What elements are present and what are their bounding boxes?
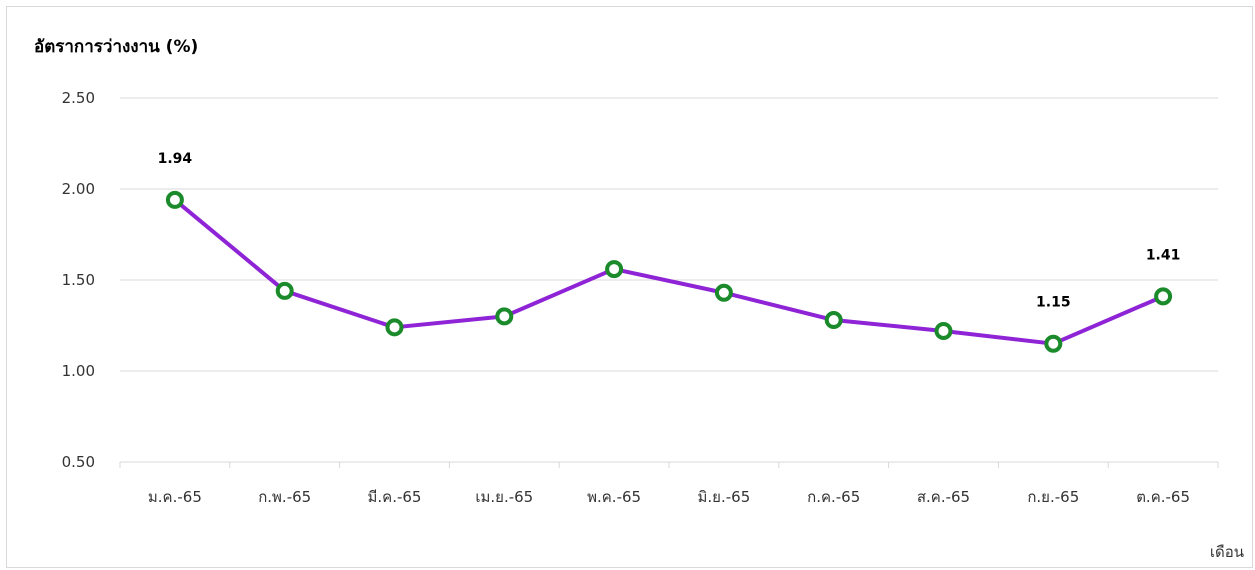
y-tick-label: 1.50 — [62, 271, 95, 289]
x-tick-label: ก.ย.-65 — [1027, 488, 1079, 506]
x-tick-label: มี.ค.-65 — [368, 488, 422, 506]
series-line — [172, 197, 1166, 346]
x-tick-label: ต.ค.-65 — [1136, 488, 1190, 506]
data-markers — [165, 190, 1173, 353]
chart-frame — [6, 6, 1253, 568]
data-label: 1.41 — [1146, 247, 1181, 263]
data-point — [714, 283, 733, 302]
x-tick-labels: ม.ค.-65 ก.พ.-65 มี.ค.-65 เม.ย.-65 พ.ค.-65 มิ.… — [148, 488, 1190, 506]
y-tick-label: 1.00 — [62, 362, 95, 380]
x-tick-label: พ.ค.-65 — [587, 488, 641, 506]
x-tick-label: ก.พ.-65 — [258, 488, 311, 506]
y-tick-label: 2.00 — [62, 180, 95, 198]
data-point — [824, 311, 843, 330]
y-axis-title: อัตราการว่างงาน (%) — [34, 37, 198, 57]
y-tick-label: 2.50 — [62, 89, 95, 107]
gridlines — [120, 97, 1218, 372]
data-label: 1.15 — [1036, 295, 1071, 311]
data-point — [934, 321, 953, 340]
x-tick-label: ส.ค.-65 — [917, 488, 970, 506]
x-tick-label: เม.ย.-65 — [475, 488, 533, 506]
data-point — [1154, 287, 1173, 306]
data-point — [1044, 334, 1063, 353]
data-point — [385, 318, 404, 337]
x-axis-unit-label: เดือน — [1210, 543, 1244, 561]
data-point — [605, 260, 624, 279]
data-point — [275, 281, 294, 300]
x-tick-label: ม.ค.-65 — [148, 488, 202, 506]
data-label: 1.94 — [158, 151, 193, 167]
data-point — [165, 190, 184, 209]
x-axis — [119, 461, 1219, 468]
data-point — [495, 307, 514, 326]
y-tick-labels: 0.50 1.00 1.50 2.00 2.50 — [62, 89, 95, 471]
x-tick-label: มิ.ย.-65 — [698, 488, 751, 506]
data-labels: 1.94 1.15 1.41 — [158, 151, 1181, 311]
x-tick-label: ก.ค.-65 — [807, 488, 860, 506]
y-tick-label: 0.50 — [62, 453, 95, 471]
